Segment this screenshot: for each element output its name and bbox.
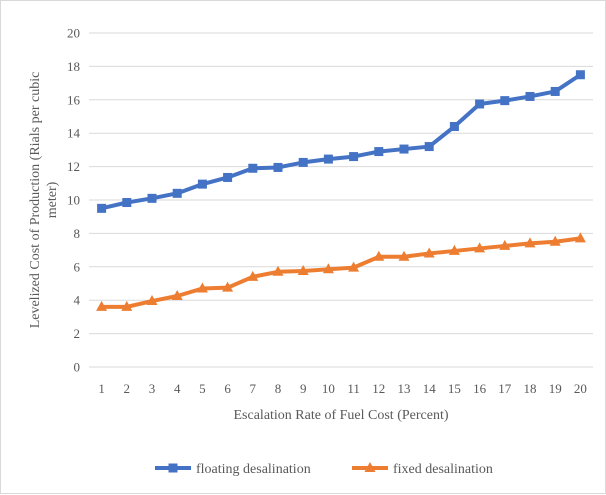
- x-tick-label: 1: [98, 381, 105, 396]
- x-tick-label: 6: [224, 381, 231, 396]
- x-tick-label: 17: [498, 381, 512, 396]
- gridlines: [89, 32, 593, 335]
- legend-item-floating: floating desalination: [155, 462, 311, 477]
- data-point: [524, 237, 536, 248]
- legend-label-fixed: fixed desalination: [393, 462, 493, 477]
- data-point: [424, 142, 434, 152]
- data-point: [96, 300, 108, 311]
- data-point: [499, 239, 511, 250]
- data-point: [248, 163, 258, 173]
- data-point: [474, 242, 486, 253]
- data-point: [97, 203, 107, 213]
- data-point: [348, 261, 360, 272]
- data-point: [222, 281, 234, 292]
- x-tick-label: 4: [174, 381, 181, 396]
- series-line: [99, 72, 583, 211]
- series-floating: [97, 70, 585, 213]
- legend-item-fixed: fixed desalination: [352, 462, 493, 477]
- x-tick-label: 15: [448, 381, 461, 396]
- x-axis-title: Escalation Rate of Fuel Cost (Percent): [234, 408, 449, 423]
- y-tick-label: 8: [74, 226, 81, 241]
- data-point: [122, 198, 132, 208]
- x-tick-label: 18: [524, 381, 537, 396]
- y-tick-label: 18: [67, 59, 80, 74]
- legend: floating desalination fixed desalination: [155, 462, 493, 477]
- x-tick-label: 19: [549, 381, 562, 396]
- legend-label-floating: floating desalination: [196, 462, 311, 477]
- y-tick-label: 12: [67, 159, 80, 174]
- y-tick-label: 16: [67, 92, 81, 107]
- data-point: [322, 263, 334, 274]
- data-point: [147, 193, 157, 203]
- legend-marker-floating: [168, 463, 178, 473]
- y-tick-label: 4: [74, 293, 81, 308]
- y-axis-ticks: 0 2 4 6 8 10 12 14 16 18 20: [67, 26, 81, 375]
- x-tick-label: 14: [423, 381, 437, 396]
- data-point: [121, 300, 133, 311]
- x-tick-label: 16: [473, 381, 487, 396]
- series-layer: [96, 70, 586, 311]
- x-tick-label: 12: [372, 381, 385, 396]
- x-tick-label: 8: [275, 381, 282, 396]
- series-fixed: [96, 232, 586, 311]
- y-tick-label: 10: [67, 193, 80, 208]
- data-point: [323, 154, 333, 164]
- x-tick-label: 13: [398, 381, 411, 396]
- y-axis-title-line-2: meter): [45, 181, 60, 218]
- data-point: [525, 91, 535, 101]
- data-point: [297, 264, 309, 275]
- data-point: [449, 122, 459, 132]
- data-point: [549, 235, 561, 246]
- x-tick-label: 9: [300, 381, 307, 396]
- data-point: [298, 157, 308, 167]
- y-axis-title-line-1: Levelized Cost of Production (Rials per …: [28, 72, 43, 329]
- x-tick-label: 20: [574, 381, 587, 396]
- data-point: [448, 244, 460, 255]
- y-tick-label: 6: [74, 259, 81, 274]
- data-point: [197, 179, 207, 189]
- x-tick-label: 2: [124, 381, 131, 396]
- x-axis-ticks: 1 2 3 4 5 6 7 8 9 10 11 12 13 14 15 16 17 18 19 20: [98, 381, 587, 396]
- x-tick-label: 3: [149, 381, 156, 396]
- data-point: [475, 99, 485, 109]
- y-tick-label: 0: [74, 360, 81, 375]
- data-point: [146, 295, 158, 306]
- data-point: [172, 188, 182, 198]
- data-point: [550, 86, 560, 96]
- data-point: [349, 152, 359, 162]
- data-point: [423, 247, 435, 258]
- data-point: [272, 265, 284, 276]
- data-point: [196, 282, 208, 293]
- data-point: [223, 172, 233, 182]
- x-tick-label: 5: [199, 381, 206, 396]
- data-point: [574, 232, 586, 243]
- data-point: [273, 162, 283, 172]
- y-tick-label: 2: [74, 326, 81, 341]
- data-point: [171, 290, 183, 301]
- y-tick-label: 20: [67, 26, 80, 41]
- data-point: [399, 144, 409, 154]
- x-tick-label: 11: [347, 381, 360, 396]
- x-tick-label: 7: [250, 381, 257, 396]
- series-line: [99, 236, 583, 309]
- data-point: [575, 70, 585, 80]
- data-point: [373, 250, 385, 261]
- y-tick-label: 14: [67, 126, 81, 141]
- data-point: [500, 96, 510, 106]
- data-point: [247, 270, 259, 281]
- data-point: [398, 250, 410, 261]
- data-point: [374, 147, 384, 157]
- legend-marker-fixed: [364, 462, 376, 472]
- x-tick-label: 10: [322, 381, 335, 396]
